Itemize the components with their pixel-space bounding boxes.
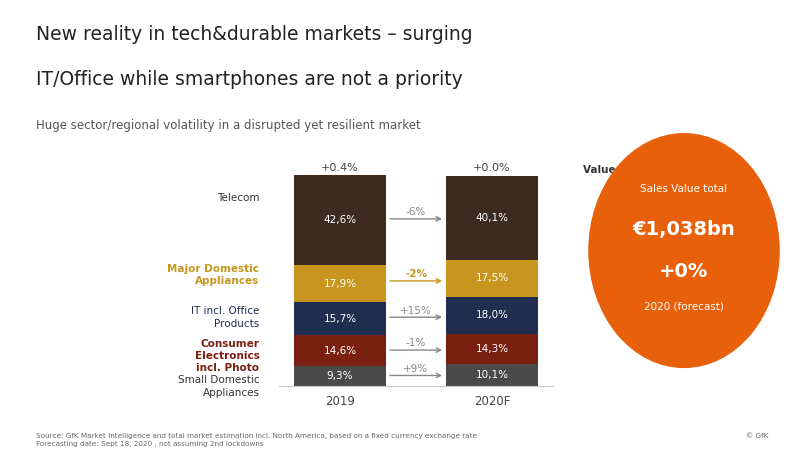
Circle shape: [589, 134, 779, 367]
Bar: [446, 364, 538, 386]
Bar: [294, 302, 386, 335]
Text: IT/Office while smartphones are not a priority: IT/Office while smartphones are not a pr…: [36, 70, 462, 89]
Text: Small Domestic
Appliances: Small Domestic Appliances: [178, 375, 259, 398]
Text: Consumer
Electronics
incl. Photo: Consumer Electronics incl. Photo: [194, 339, 259, 374]
Text: 17,9%: 17,9%: [323, 279, 357, 288]
Text: 40,1%: 40,1%: [475, 213, 509, 223]
Bar: [294, 265, 386, 302]
Text: 14,6%: 14,6%: [323, 346, 357, 356]
Text: Sales Value total: Sales Value total: [641, 184, 727, 194]
Text: 2020 (forecast): 2020 (forecast): [644, 302, 724, 311]
Text: +0%: +0%: [659, 262, 709, 281]
Bar: [446, 297, 538, 334]
Text: 42,6%: 42,6%: [323, 215, 357, 225]
Text: © GfK: © GfK: [746, 433, 768, 439]
Text: Telecom: Telecom: [217, 193, 259, 203]
Bar: [294, 335, 386, 366]
Bar: [446, 176, 538, 260]
Text: 18,0%: 18,0%: [475, 310, 509, 320]
Text: Source: GfK Market Intelligence and total market estimation incl. North America,: Source: GfK Market Intelligence and tota…: [36, 433, 477, 447]
Text: Value Growth %: Value Growth %: [583, 165, 677, 175]
Bar: [294, 366, 386, 386]
Text: Huge sector/regional volatility in a disrupted yet resilient market: Huge sector/regional volatility in a dis…: [36, 119, 421, 132]
Text: -2%: -2%: [405, 269, 427, 279]
Text: €1,038bn: €1,038bn: [633, 220, 735, 239]
Text: New reality in tech&durable markets – surging: New reality in tech&durable markets – su…: [36, 25, 473, 44]
Bar: [446, 334, 538, 365]
Text: 10,1%: 10,1%: [475, 370, 509, 380]
Text: 14,3%: 14,3%: [475, 344, 509, 355]
Text: +0.4%: +0.4%: [321, 163, 359, 173]
Text: Major Domestic
Appliances: Major Domestic Appliances: [167, 264, 259, 286]
Text: 9,3%: 9,3%: [326, 371, 354, 381]
Text: 17,5%: 17,5%: [475, 273, 509, 283]
Text: 15,7%: 15,7%: [323, 314, 357, 324]
Text: 2019: 2019: [325, 395, 355, 408]
Text: GfK: GfK: [704, 45, 744, 63]
Text: +0.0%: +0.0%: [473, 163, 511, 173]
Text: -6%: -6%: [406, 207, 426, 217]
Text: -1%: -1%: [406, 338, 426, 348]
Text: IT incl. Office
Products: IT incl. Office Products: [191, 306, 259, 329]
Bar: [294, 176, 386, 265]
Bar: [446, 260, 538, 297]
Text: 2020F: 2020F: [474, 395, 510, 408]
Text: +15%: +15%: [400, 306, 432, 315]
Text: +9%: +9%: [403, 364, 429, 374]
